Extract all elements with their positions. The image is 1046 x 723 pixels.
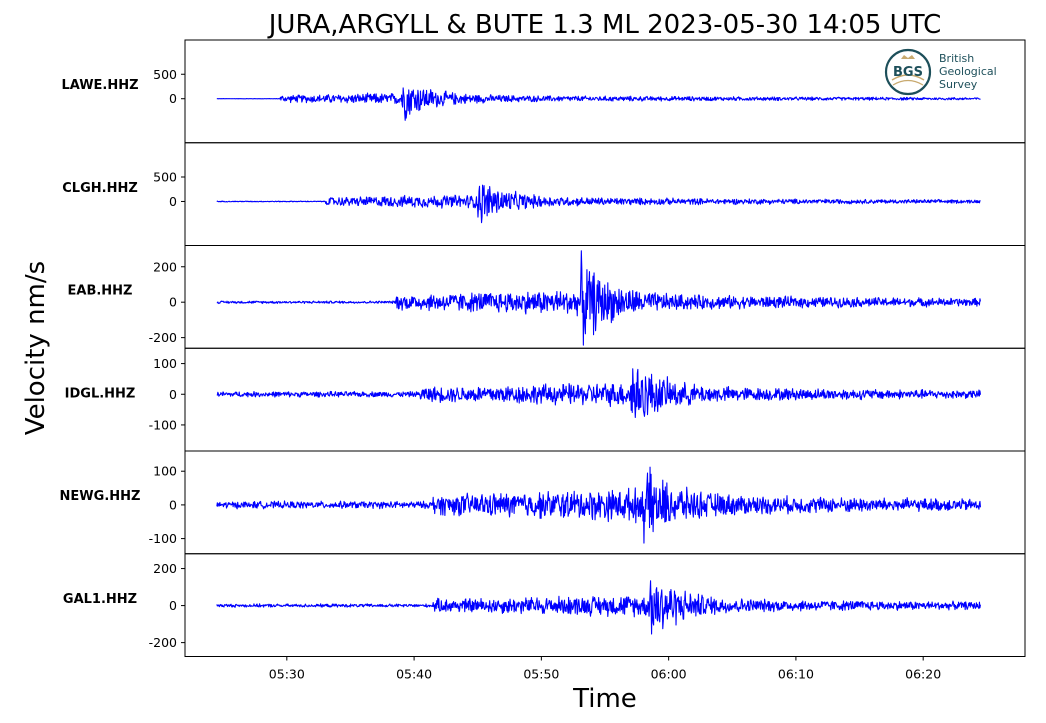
x-axis-label: Time (572, 684, 637, 714)
y-tick-label: 200 (153, 561, 177, 576)
station-label: GAL1.HHZ (63, 592, 137, 607)
y-tick-label: 500 (153, 170, 177, 185)
y-tick-label: 0 (169, 497, 177, 512)
x-tick-label: 05:50 (523, 667, 559, 682)
panel-lawe-hhz: 500 0 LAWE.HHZ (61, 39, 1026, 144)
y-tick-label: 0 (169, 598, 177, 613)
y-tick-label: -200 (149, 330, 177, 345)
station-label: EAB.HHZ (68, 284, 133, 299)
crown-icon (901, 55, 915, 59)
station-label: IDGL.HHZ (65, 386, 136, 401)
panel-frame (184, 347, 1026, 452)
x-tick-label: 05:40 (396, 667, 432, 682)
station-label: LAWE.HHZ (61, 78, 138, 93)
y-tick-label: 100 (153, 464, 177, 479)
station-label: CLGH.HHZ (62, 181, 138, 196)
logo-line-2: Geological (939, 65, 997, 78)
x-tick-label: 06:10 (778, 667, 814, 682)
y-tick-label: 0 (169, 91, 177, 106)
waveform-trace (216, 184, 981, 224)
y-tick-label: 200 (153, 259, 177, 274)
waveform-trace (216, 368, 981, 418)
y-tick-label: 100 (153, 356, 177, 371)
panel-idgl-hhz: 100 0 -100 IDGL.HHZ (65, 347, 1026, 452)
x-tick-label: 06:20 (905, 667, 941, 682)
chart-title: JURA,ARGYLL & BUTE 1.3 ML 2023-05-30 14:… (267, 10, 941, 40)
x-axis: 05:30 05:40 05:50 06:00 06:10 06:20 (269, 656, 941, 682)
logo-line-1: British (939, 52, 974, 65)
y-tick-label: 0 (169, 387, 177, 402)
panels: 500 0 LAWE.HHZ 500 0 CLGH.HHZ 200 0 -200 EAB.HHZ 1… (60, 39, 1026, 657)
waveform-trace (216, 87, 981, 121)
logo-badge-text: BGS (893, 65, 923, 80)
panel-frame (184, 142, 1026, 246)
waveform-trace (216, 580, 981, 635)
y-axis-label: Velocity nm/s (21, 261, 51, 435)
bgs-logo: BGS British Geological Survey (884, 48, 997, 96)
y-tick-label: 500 (153, 67, 177, 82)
waveform-trace (216, 250, 981, 346)
waveform-trace (216, 466, 981, 544)
y-tick-label: -200 (149, 635, 177, 650)
station-label: NEWG.HHZ (60, 489, 141, 504)
x-tick-label: 06:00 (651, 667, 687, 682)
logo-line-3: Survey (939, 78, 978, 91)
panel-gal1-hhz: 200 0 -200 GAL1.HHZ (63, 553, 1026, 657)
panel-clgh-hhz: 500 0 CLGH.HHZ (62, 142, 1026, 246)
y-tick-label: 0 (169, 194, 177, 209)
logo-ground-lines (891, 74, 925, 81)
y-tick-label: 0 (169, 295, 177, 310)
y-tick-label: -100 (149, 417, 177, 432)
y-tick-label: -100 (149, 531, 177, 546)
panel-newg-hhz: 100 0 -100 NEWG.HHZ (60, 450, 1026, 555)
panel-eab-hhz: 200 0 -200 EAB.HHZ (68, 245, 1026, 349)
x-tick-label: 05:30 (269, 667, 305, 682)
